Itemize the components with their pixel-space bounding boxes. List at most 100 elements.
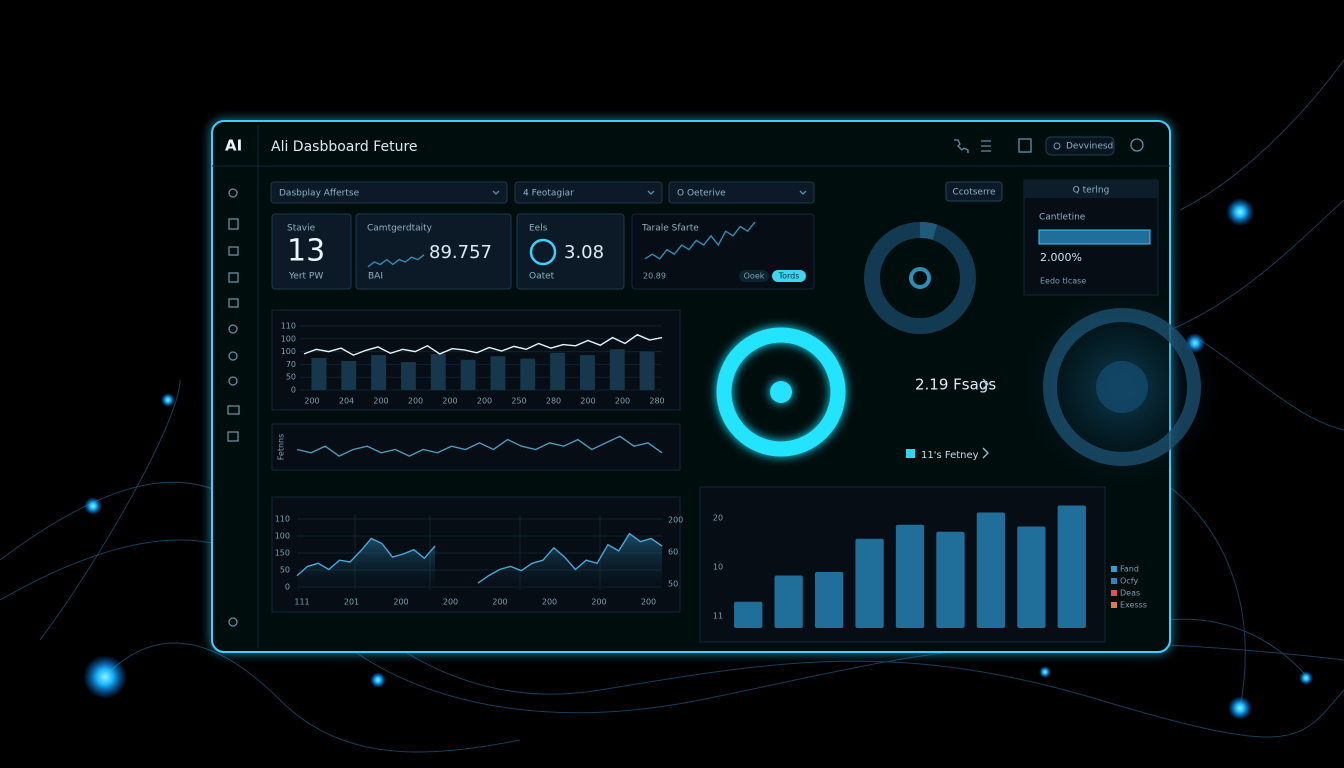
calendar-icon[interactable] (1018, 138, 1032, 153)
account-label[interactable]: Devvinesd (1066, 142, 1113, 152)
bar (520, 358, 536, 390)
y-tick-label: 50 (280, 566, 290, 575)
toggle-button-active[interactable] (772, 270, 806, 282)
bar (1057, 505, 1086, 628)
x-tick-label: 200 (373, 397, 388, 406)
header-icons[interactable] (954, 138, 1144, 153)
highlight-center (770, 381, 792, 403)
filter-label[interactable]: O Oeterive (677, 189, 726, 199)
filter-dropdown[interactable] (270, 181, 508, 204)
legend-label: Fand (1120, 565, 1139, 574)
kpi-value: 89.757 (429, 242, 492, 263)
x-tick-label: 200 (408, 397, 423, 406)
legend-swatch (1111, 566, 1117, 572)
bar (639, 351, 655, 390)
wave-y-label: Fetnns (277, 434, 286, 461)
side-search-label[interactable]: Q terlng (1073, 186, 1110, 196)
action-button[interactable] (945, 181, 1003, 202)
x-tick-label: 200 (442, 397, 457, 406)
area-series-area (478, 533, 662, 588)
legend-label: Ocfy (1120, 577, 1138, 586)
x-tick-label: 200 (443, 598, 458, 607)
stat-swatch (906, 449, 915, 458)
filter-label[interactable]: 4 Feotagiar (523, 189, 574, 199)
sparkline (644, 221, 756, 260)
bar (1017, 526, 1046, 628)
y-tick-label: 110 (275, 515, 290, 524)
side-search[interactable] (1024, 180, 1158, 198)
legend-swatch (1111, 590, 1117, 596)
y2-tick-label: 200 (668, 516, 683, 525)
bar (400, 362, 416, 390)
bar (774, 575, 803, 628)
kpi-value: 13 (287, 234, 325, 269)
halo-core (1096, 361, 1148, 413)
area-series-area (297, 538, 435, 588)
line-series (303, 333, 663, 356)
y-tick-label: 150 (275, 549, 290, 558)
toggle-label[interactable]: Ooek (744, 272, 765, 281)
x-tick-label: 200 (580, 397, 595, 406)
wave-chart-box (271, 423, 681, 471)
x-tick-label: 201 (344, 598, 359, 607)
bar (460, 359, 476, 390)
dropdown-caret (799, 190, 807, 195)
kpi-card (355, 213, 512, 290)
x-tick-label: 280 (546, 397, 561, 406)
stat-label: 11's Fetney (921, 450, 979, 461)
legend-label: Deas (1120, 589, 1140, 598)
y-tick-label: 100 (281, 334, 296, 343)
dashboard-title: Ali Dasbboard Feture (271, 139, 418, 155)
side-note: Eedo tlcase (1040, 277, 1086, 286)
bar (311, 358, 327, 390)
legend-label: Exesss (1120, 601, 1147, 610)
highlight-ring (716, 327, 846, 457)
settings-icon[interactable] (1130, 138, 1144, 152)
kpi-sub: Yert PW (288, 272, 323, 282)
account-button[interactable] (1045, 136, 1115, 156)
kpi-value: 3.08 (564, 242, 604, 263)
bar (814, 572, 844, 628)
area-series (477, 532, 663, 584)
menu-icon[interactable] (981, 140, 991, 152)
halo-ring (1043, 308, 1201, 466)
toggle-label[interactable]: Tords (778, 272, 800, 281)
chevron[interactable] (982, 447, 989, 459)
filter-label[interactable]: Dasbplay Affertse (279, 189, 360, 199)
y2-tick-label: 60 (668, 548, 678, 557)
bar (855, 538, 884, 628)
kpi-sub: BAI (368, 272, 383, 282)
bar (579, 355, 595, 390)
kpi-label: Tarale Sfarte (641, 224, 699, 234)
gauge-center (909, 267, 931, 289)
y-tick-label: 70 (286, 360, 296, 369)
kpi-card (271, 213, 352, 290)
bar (430, 353, 446, 390)
x-tick-label: 200 (477, 397, 492, 406)
kpi-card (631, 213, 815, 290)
filter-dropdown[interactable] (668, 181, 815, 204)
filter-dropdown[interactable] (514, 181, 663, 204)
bar (976, 512, 1006, 628)
sidebar[interactable] (227, 188, 240, 627)
bar (371, 355, 387, 390)
chevron[interactable] (982, 378, 989, 390)
kpi-ring (529, 238, 557, 266)
action-label[interactable]: Ccotserre (952, 188, 996, 198)
kpi-sub: Oatet (529, 272, 555, 282)
x-tick-label: 200 (492, 598, 507, 607)
x-tick-label: 250 (511, 397, 526, 406)
kpi-label: Camtgerdtaity (367, 224, 433, 234)
gauge-segment (919, 222, 938, 240)
side-progress (1038, 229, 1151, 245)
dropdown-caret (492, 190, 500, 195)
x-tick-label: 200 (615, 397, 630, 406)
bar (734, 601, 763, 628)
stat-label: 2.19 Fsags (915, 376, 996, 394)
toggle-button[interactable] (739, 270, 769, 282)
legend-swatch (1111, 578, 1117, 584)
filter-bar: Dasbplay Affertse 4 Feotagiar O Oeterive (270, 181, 815, 204)
phone-icon[interactable] (954, 139, 969, 153)
